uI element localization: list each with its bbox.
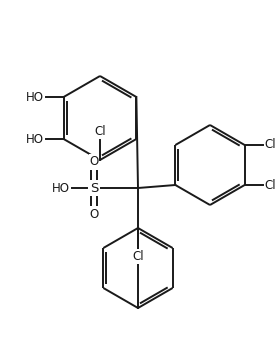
Text: Cl: Cl xyxy=(94,125,106,138)
Text: HO: HO xyxy=(26,132,44,145)
Text: Cl: Cl xyxy=(265,139,276,152)
Text: HO: HO xyxy=(52,181,70,194)
Text: Cl: Cl xyxy=(132,250,144,263)
Text: Cl: Cl xyxy=(265,179,276,192)
Text: S: S xyxy=(90,181,98,194)
Text: O: O xyxy=(89,155,99,168)
Text: HO: HO xyxy=(26,90,44,104)
Text: O: O xyxy=(89,208,99,221)
